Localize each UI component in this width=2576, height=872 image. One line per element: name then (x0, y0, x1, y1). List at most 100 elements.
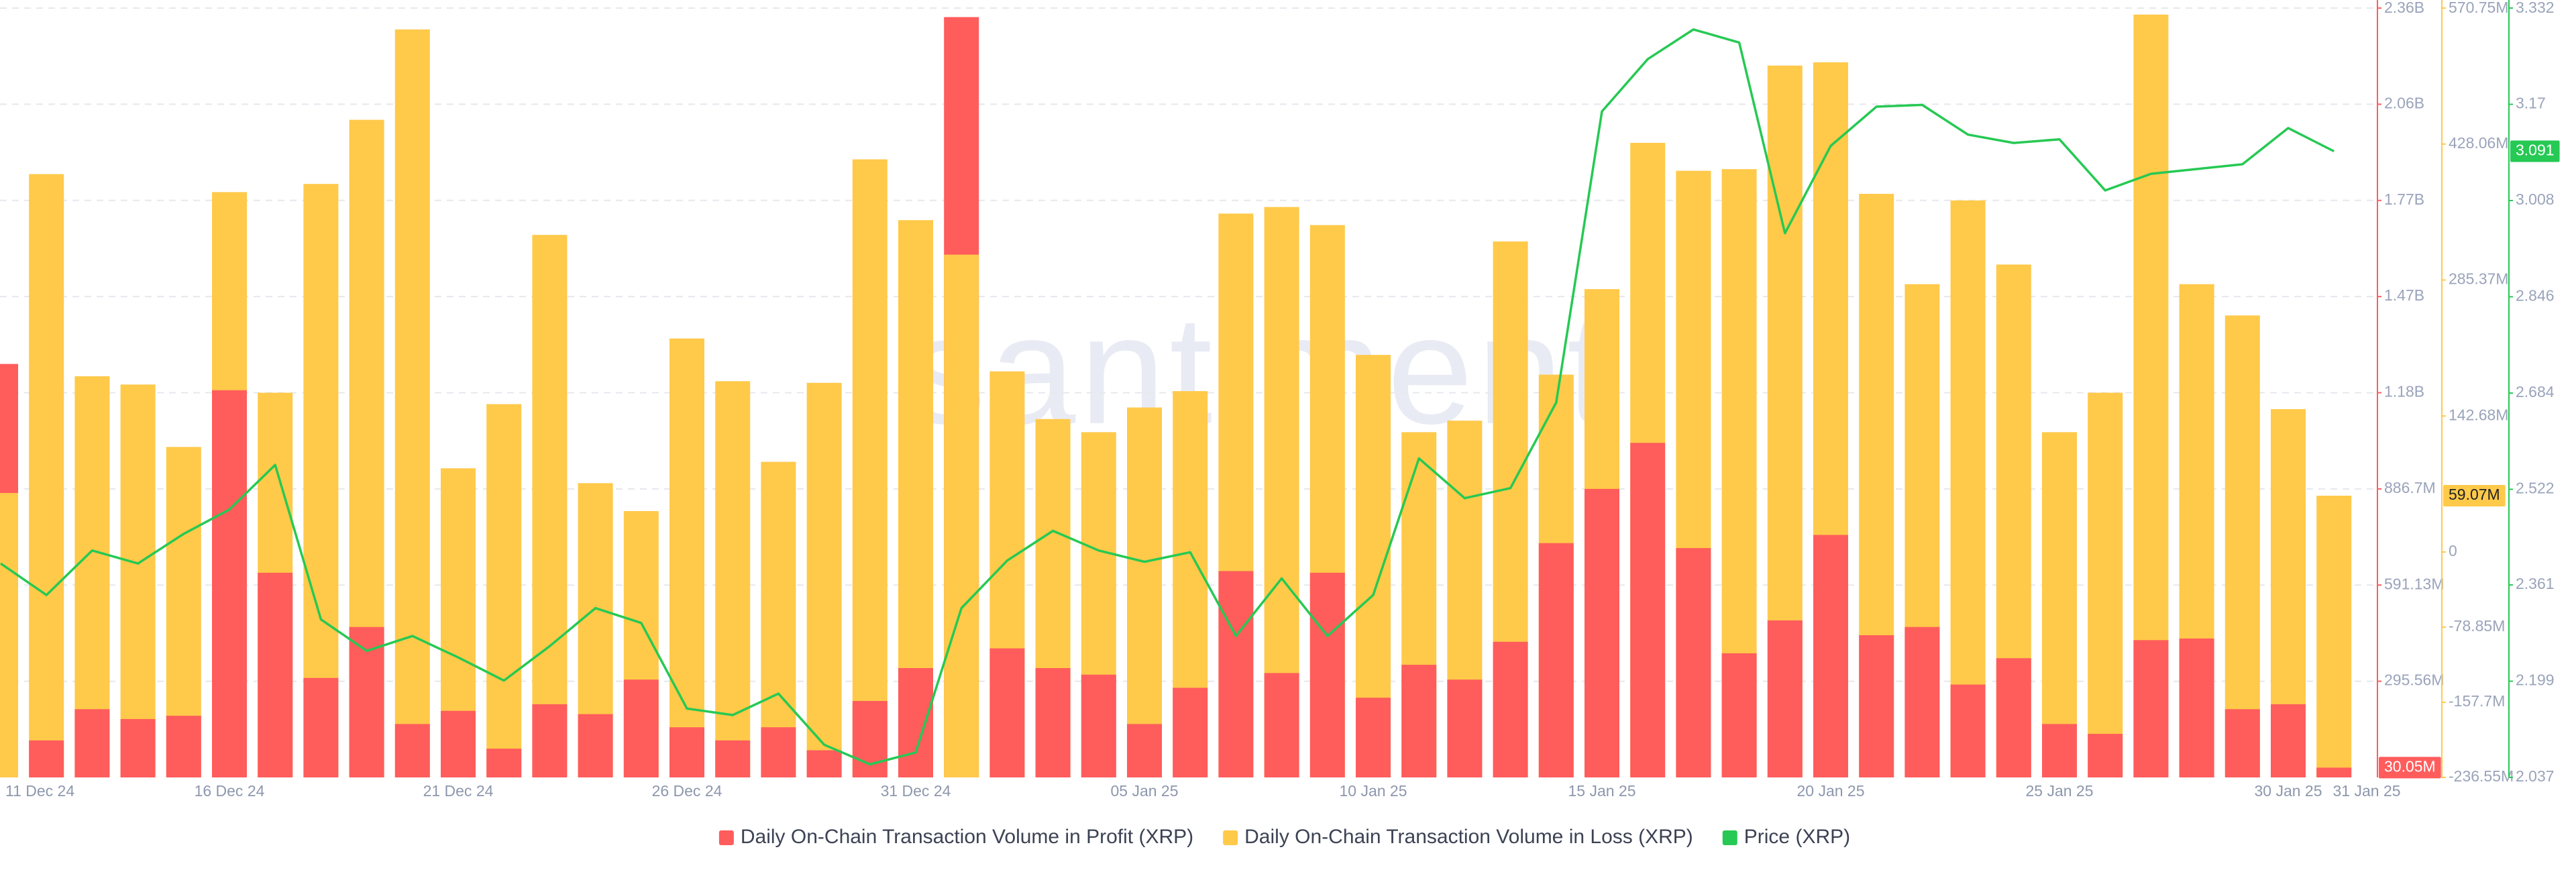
bar (669, 727, 704, 777)
y-tick-label: 285.37M (2449, 270, 2509, 288)
legend-label: Daily On-Chain Transaction Volume in Los… (1244, 826, 1693, 848)
x-tick-label: 16 Dec 24 (195, 782, 265, 800)
legend: Daily On-Chain Transaction Volume in Pro… (718, 826, 1850, 848)
bar (715, 740, 751, 777)
bar (1950, 200, 1986, 777)
bar (2088, 392, 2123, 777)
bar (852, 701, 888, 777)
bar (1081, 674, 1116, 777)
bar (623, 679, 659, 777)
y-tick-label: 2.36B (2384, 0, 2424, 16)
bar (441, 710, 476, 777)
bar (2271, 704, 2306, 777)
y-tick-label: 0 (2449, 542, 2457, 559)
y-tick-label: 591.13M (2384, 575, 2445, 592)
x-tick-label: 31 Jan 25 (2333, 782, 2401, 800)
bar (1813, 535, 1848, 777)
bar (2088, 734, 2123, 777)
x-tick-label: 20 Jan 25 (1796, 782, 1864, 800)
last-value-badge: 59.07M (2443, 484, 2506, 506)
legend-swatch (718, 830, 734, 845)
bar (2042, 432, 2077, 777)
bar (1493, 641, 1528, 777)
bar (944, 254, 979, 778)
bar (669, 338, 704, 777)
bar (532, 235, 568, 777)
bar (2224, 315, 2260, 778)
y-tick-label: 3.332 (2516, 0, 2555, 16)
bar (806, 382, 842, 777)
bar (1538, 543, 1574, 777)
bar (989, 648, 1025, 777)
bar (1676, 548, 1711, 777)
bar (1904, 626, 1940, 777)
bar (715, 381, 751, 777)
legend-swatch (1223, 830, 1238, 845)
y-tick-label: 2.037 (2516, 767, 2555, 785)
bar (1585, 488, 1619, 777)
badge-label: 3.091 (2516, 142, 2555, 159)
bar (1950, 684, 1986, 777)
legend-swatch (1722, 830, 1737, 845)
y-tick-label: 1.18B (2384, 383, 2424, 400)
badge-label: 59.07M (2449, 486, 2500, 503)
bar (29, 740, 64, 777)
y-tick-label: -236.55M (2449, 767, 2514, 785)
y-tick-label: 2.684 (2516, 383, 2555, 400)
bar (120, 718, 156, 777)
x-tick-label: 10 Jan 25 (1339, 782, 1407, 800)
last-value-badge: 30.05M (2379, 757, 2441, 779)
bar (806, 750, 842, 777)
bar (1218, 571, 1254, 777)
x-tick-label: 25 Jan 25 (2025, 782, 2093, 800)
bar (2133, 640, 2169, 777)
bar (1173, 688, 1208, 777)
bar (29, 174, 64, 777)
bar (1630, 443, 1666, 777)
bar (1127, 724, 1162, 777)
y-tick-label: 1.77B (2384, 190, 2424, 208)
bar (486, 404, 522, 777)
bar (2042, 724, 2077, 777)
bar (2316, 495, 2352, 777)
watermark: santiment (908, 284, 1613, 456)
y-tick-label: 428.06M (2449, 134, 2509, 152)
badge-label: 30.05M (2384, 758, 2436, 775)
x-tick-label: 05 Jan 25 (1110, 782, 1178, 800)
bar (303, 677, 339, 777)
x-tick-label: 30 Jan 25 (2254, 782, 2322, 800)
bar (212, 390, 247, 777)
bar (2316, 767, 2352, 777)
bar (2224, 709, 2260, 777)
badge-box (2510, 140, 2560, 162)
y-tick-label: 2.361 (2516, 575, 2555, 592)
price-line (0, 28, 2334, 766)
bar (120, 384, 156, 777)
bar (0, 492, 18, 777)
bar (1859, 635, 1894, 777)
bar (532, 704, 568, 777)
bar (1309, 572, 1345, 777)
last-value-badge: 3.091 (2510, 140, 2560, 162)
y-tick-label: -78.85M (2449, 617, 2505, 635)
y-tick-label: 2.06B (2384, 94, 2424, 111)
bar (1127, 407, 1162, 777)
bar (1447, 679, 1483, 777)
bar (2179, 638, 2214, 777)
bar (486, 749, 522, 777)
bar (1035, 668, 1071, 777)
x-tick-label: 11 Dec 24 (5, 782, 74, 800)
y-tick-label: 3.17 (2516, 95, 2546, 112)
bar (1996, 658, 2031, 777)
bar (1356, 698, 1391, 777)
bar (1767, 620, 1803, 777)
bar (394, 29, 430, 778)
x-tick-label: 31 Dec 24 (881, 782, 951, 800)
bar (761, 461, 796, 777)
y-tick-label: 142.68M (2449, 406, 2509, 423)
y-tick-label: 2.846 (2516, 287, 2555, 305)
y-tick-label: 886.7M (2384, 479, 2436, 496)
badge-box (2379, 757, 2441, 779)
